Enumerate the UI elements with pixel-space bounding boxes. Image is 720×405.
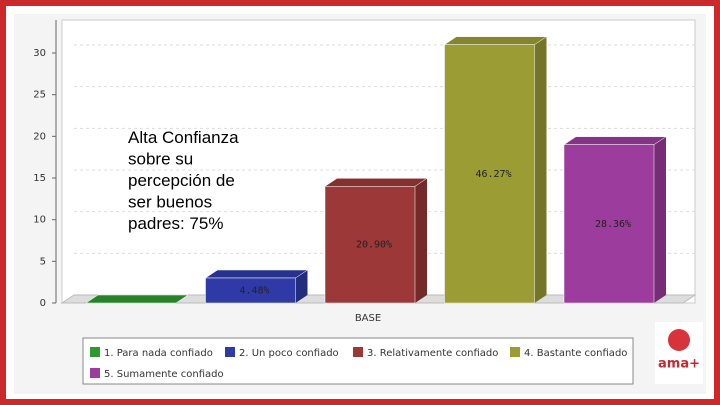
data-label: 4.48% — [239, 286, 269, 297]
y-tick-label: 0 — [40, 298, 46, 309]
y-tick-label: 30 — [33, 48, 46, 59]
bar-side — [295, 270, 308, 303]
legend-swatch — [225, 347, 235, 357]
data-label: 46.27% — [475, 169, 511, 180]
bar-top — [204, 269, 309, 279]
bar-top — [563, 136, 667, 145]
y-tick-label: 10 — [33, 215, 46, 226]
legend-label: 5. Sumamente confiado — [104, 369, 224, 380]
data-label: 28.36% — [595, 219, 631, 230]
legend-label: 3. Relativamente confiado — [367, 348, 498, 359]
annotation-line: Alta Confianza — [128, 128, 239, 147]
legend-swatch — [353, 347, 363, 357]
annotation-line: ser buenos — [128, 193, 212, 212]
annotation-line: padres: 75% — [128, 214, 223, 233]
bar-top — [324, 178, 428, 187]
bar-side — [415, 178, 427, 303]
legend-label: 4. Bastante confiado — [524, 348, 627, 359]
legend-label: 1. Para nada confiado — [104, 348, 213, 359]
bar — [563, 144, 655, 304]
legend-swatch — [90, 368, 100, 378]
bar — [444, 44, 535, 304]
logo-text: ama+ — [658, 357, 700, 372]
annotation-line: percepción de — [128, 171, 235, 190]
data-label: 20.90% — [356, 240, 392, 251]
bar-side — [534, 36, 547, 304]
y-tick-label: 20 — [33, 131, 46, 142]
logo: ama+ — [655, 322, 703, 384]
annotation: Alta Confianza sobre su percepción de ser b… — [128, 128, 239, 233]
y-tick-label: 25 — [33, 90, 46, 101]
legend-swatch — [90, 347, 100, 357]
bar — [205, 277, 296, 304]
bar — [324, 186, 416, 304]
y-tick-label: 5 — [40, 256, 46, 267]
annotation-line: sobre su — [128, 150, 193, 169]
legend-swatch — [510, 347, 520, 357]
legend-box — [82, 337, 634, 385]
logo-icon — [668, 329, 690, 351]
y-tick-label: 15 — [33, 173, 46, 184]
bar-side — [654, 136, 666, 303]
bar-top — [443, 36, 548, 45]
legend-label: 2. Un poco confiado — [239, 348, 339, 359]
x-tick-label: BASE — [355, 313, 381, 324]
bar-top — [85, 294, 189, 304]
